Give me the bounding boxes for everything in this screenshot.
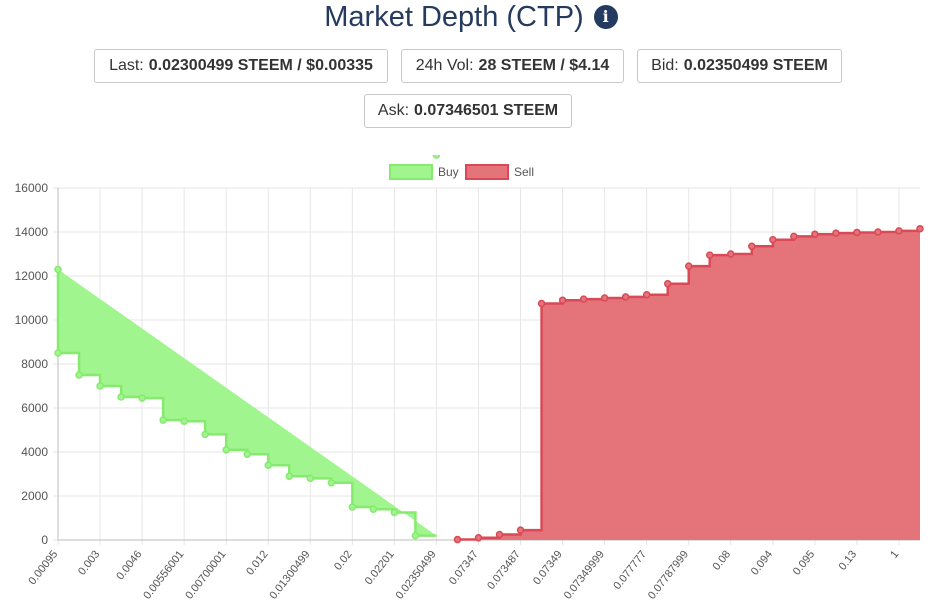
sell-point xyxy=(684,262,693,270)
sell-point xyxy=(642,290,651,299)
y-tick-label: 16000 xyxy=(15,181,49,195)
x-tick-label: 0.01300499 xyxy=(267,548,312,601)
stat-ask: Ask: 0.07346501 STEEM xyxy=(364,94,572,128)
x-tick-label: 0.00556001 xyxy=(141,548,186,601)
legend-buy-swatch xyxy=(389,164,433,180)
sell-point xyxy=(895,227,903,235)
x-tick-label: 0.02350499 xyxy=(394,548,439,601)
buy-point xyxy=(306,474,315,483)
page-title: Market Depth (CTP) xyxy=(324,1,584,33)
sell-point xyxy=(621,293,630,301)
buy-point xyxy=(390,508,399,517)
stat-ask-value: 0.07346501 STEEM xyxy=(414,102,559,119)
info-icon[interactable]: i xyxy=(593,5,618,29)
y-tick-label: 8000 xyxy=(21,357,48,371)
x-tick-label: 0.012 xyxy=(244,548,270,577)
stat-bid-label: Bid: xyxy=(651,57,679,74)
x-tick-label: 0.094 xyxy=(749,548,775,577)
buy-point xyxy=(201,430,209,439)
sell-point xyxy=(516,526,525,534)
y-tick-label: 2000 xyxy=(21,489,48,503)
sell-point xyxy=(874,228,882,236)
x-tick-label: 1 xyxy=(888,548,901,560)
x-tick-label: 0.0046 xyxy=(114,548,144,582)
stat-bid-value: 0.02350499 STEEM xyxy=(683,57,828,74)
buy-point xyxy=(369,505,378,513)
sell-point xyxy=(706,251,714,259)
legend-sell-label: Sell xyxy=(514,165,534,179)
y-tick-label: 0 xyxy=(41,533,48,547)
buy-point xyxy=(54,349,62,357)
y-tick-label: 12000 xyxy=(15,269,49,283)
sell-point xyxy=(769,235,777,244)
buy-point xyxy=(222,446,230,454)
y-tick-label: 6000 xyxy=(21,401,48,415)
buy-point xyxy=(117,393,125,401)
sell-point xyxy=(790,232,798,241)
x-tick-label: 0.003 xyxy=(76,548,102,577)
x-tick-label: 0.07347 xyxy=(447,548,481,587)
buy-point xyxy=(264,461,272,469)
sell-area xyxy=(457,228,920,540)
legend-buy-label: Buy xyxy=(438,165,459,179)
sell-point xyxy=(495,530,504,539)
sell-point xyxy=(663,279,672,288)
x-tick-label: 0.08 xyxy=(710,548,733,572)
buy-point xyxy=(285,472,294,480)
sell-point xyxy=(474,534,483,542)
sell-point xyxy=(748,242,756,251)
buy-point xyxy=(159,416,167,424)
x-tick-label: 0.02 xyxy=(332,548,355,572)
stat-ask-label: Ask: xyxy=(377,102,410,119)
stat-last: Last: 0.02300499 STEEM / $0.00335 xyxy=(94,49,388,83)
legend-sell-swatch xyxy=(465,164,509,180)
buy-point xyxy=(96,382,104,390)
sell-point xyxy=(558,296,567,304)
x-tick-label: 0.077777 xyxy=(611,548,649,592)
stat-24h-vol: 24h Vol: 28 STEEM / $4.14 xyxy=(401,49,624,83)
stat-bid: Bid: 0.02350499 STEEM xyxy=(637,49,842,83)
buy-point xyxy=(75,371,83,379)
x-tick-label: 0.095 xyxy=(791,548,817,577)
buy-point xyxy=(54,265,62,274)
x-tick-label: 0.13 xyxy=(837,548,860,572)
sell-point xyxy=(916,224,924,233)
buy-point xyxy=(348,503,357,511)
title-row: Market Depth (CTP) i xyxy=(0,0,942,34)
x-tick-label: 0.07349 xyxy=(531,548,565,587)
buy-point xyxy=(138,394,146,402)
buy-point xyxy=(180,417,188,425)
market-depth-chart: 0 2000 4000 6000 8000 10000 12000 14000 16000 0.0… xyxy=(15,155,924,602)
y-tick-label: 14000 xyxy=(15,225,49,239)
buy-point xyxy=(243,450,251,458)
stat-vol-label: 24h Vol: xyxy=(415,57,474,74)
y-tick-label: 4000 xyxy=(21,445,48,459)
stat-last-value: 0.02300499 STEEM / $0.00335 xyxy=(148,57,373,74)
x-tick-label: 0.073487 xyxy=(485,548,523,592)
x-tick-label: 0.00700001 xyxy=(183,548,228,601)
buy-point xyxy=(327,479,336,487)
sell-point xyxy=(811,230,819,238)
stat-vol-value: 28 STEEM / $4.14 xyxy=(478,57,610,74)
buy-point xyxy=(411,531,420,540)
sell-point xyxy=(537,299,546,308)
sell-point xyxy=(600,294,609,302)
x-tick-label: 0.02201 xyxy=(363,548,397,587)
sell-point xyxy=(727,250,735,258)
sell-point xyxy=(453,535,462,544)
stat-last-label: Last: xyxy=(109,57,144,74)
y-tick-label: 10000 xyxy=(15,313,49,327)
x-tick-label: 0.07349999 xyxy=(562,548,607,601)
x-tick-label: 0.07787999 xyxy=(646,548,691,601)
sell-point xyxy=(832,229,840,237)
sell-point xyxy=(579,295,588,303)
x-tick-label: 0.00095 xyxy=(26,548,60,587)
sell-point xyxy=(853,228,861,237)
buy-point xyxy=(432,155,441,159)
buy-area xyxy=(58,269,437,536)
